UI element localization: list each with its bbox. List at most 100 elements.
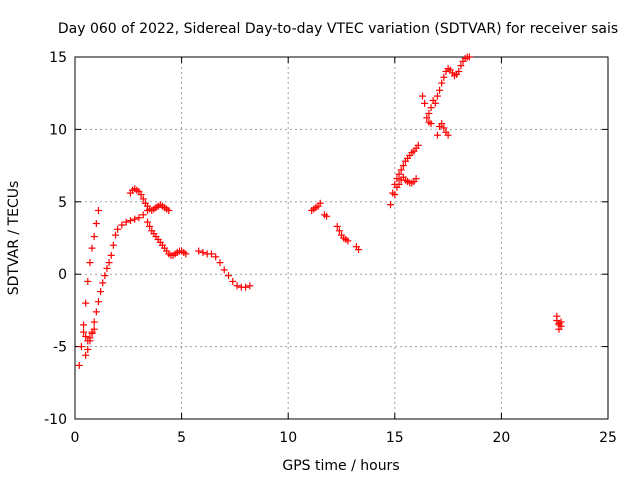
data-points (75, 53, 565, 369)
chart-title: Day 060 of 2022, Sidereal Day-to-day VTE… (58, 21, 618, 37)
data-point (139, 211, 147, 219)
data-point (440, 73, 448, 81)
y-tick-label: 5 (58, 195, 67, 211)
data-point (114, 225, 122, 233)
data-point (333, 222, 341, 230)
data-point (82, 299, 90, 307)
data-point (233, 282, 241, 290)
data-point (344, 237, 352, 245)
data-point (421, 99, 429, 107)
data-point (246, 282, 254, 290)
data-point (425, 109, 433, 117)
data-point (199, 248, 207, 256)
data-point (165, 206, 173, 214)
data-point (436, 86, 444, 94)
data-point (143, 218, 151, 226)
x-tick-label: 15 (386, 430, 404, 446)
data-point (431, 99, 439, 107)
data-point (414, 141, 422, 149)
data-point (112, 231, 120, 239)
data-point (355, 246, 363, 254)
data-point (84, 345, 92, 353)
data-point (80, 328, 88, 336)
data-point (135, 214, 143, 222)
data-point (88, 244, 96, 252)
data-point (220, 266, 228, 274)
data-point (139, 195, 147, 203)
data-point (195, 247, 203, 255)
data-point (419, 92, 427, 100)
data-point (323, 212, 331, 220)
x-tick-label: 20 (492, 430, 510, 446)
data-point (88, 330, 96, 338)
data-point (216, 259, 224, 267)
y-tick-label: -5 (53, 340, 67, 356)
data-point (316, 199, 324, 207)
data-point (99, 279, 107, 287)
data-point (438, 79, 446, 87)
data-point (225, 272, 233, 280)
data-point (86, 334, 94, 342)
x-axis-label: GPS time / hours (282, 458, 399, 474)
data-point (395, 180, 403, 188)
data-point (146, 222, 154, 230)
data-point (391, 191, 399, 199)
data-point (427, 104, 435, 112)
data-point (90, 233, 98, 241)
data-point (423, 114, 431, 122)
data-point (118, 221, 126, 229)
x-tick-label: 0 (71, 430, 80, 446)
data-point (109, 241, 117, 249)
data-point (101, 272, 109, 280)
data-point (444, 131, 452, 139)
data-point (86, 259, 94, 267)
data-point (131, 215, 139, 223)
data-point (92, 308, 100, 316)
data-point (438, 120, 446, 128)
data-point (207, 250, 215, 258)
x-tick-label: 5 (177, 430, 186, 446)
data-point (80, 321, 88, 329)
y-tick-label: 10 (49, 122, 67, 138)
data-point (82, 351, 90, 359)
data-point (557, 322, 565, 330)
data-point (75, 361, 83, 369)
data-point (90, 325, 98, 333)
data-point (126, 217, 134, 225)
y-tick-label: 15 (49, 50, 67, 66)
data-point (455, 67, 463, 75)
x-tick-label: 25 (599, 430, 617, 446)
data-point (84, 277, 92, 285)
data-point (242, 283, 250, 291)
data-point (433, 92, 441, 100)
data-point (105, 259, 113, 267)
data-point (137, 191, 145, 199)
data-point (393, 175, 401, 183)
data-point (412, 175, 420, 183)
data-point (92, 220, 100, 228)
y-tick-label: -10 (44, 412, 67, 428)
data-point (107, 251, 115, 259)
x-tick-label: 10 (279, 430, 297, 446)
data-point (440, 124, 448, 132)
data-point (103, 264, 111, 272)
grid (75, 57, 608, 419)
data-point (397, 166, 405, 174)
data-point (90, 318, 98, 326)
data-point (77, 343, 85, 351)
data-point (182, 250, 190, 258)
data-point (82, 332, 90, 340)
data-point (457, 62, 465, 70)
data-point (387, 201, 395, 209)
data-point (229, 277, 237, 285)
data-point (122, 218, 130, 226)
data-point (97, 288, 105, 296)
y-tick-label: 0 (58, 267, 67, 283)
data-point (94, 298, 102, 306)
data-point (212, 253, 220, 261)
data-point (395, 170, 403, 178)
data-point (399, 162, 407, 170)
y-axis-label: SDTVAR / TECUs (6, 181, 22, 296)
